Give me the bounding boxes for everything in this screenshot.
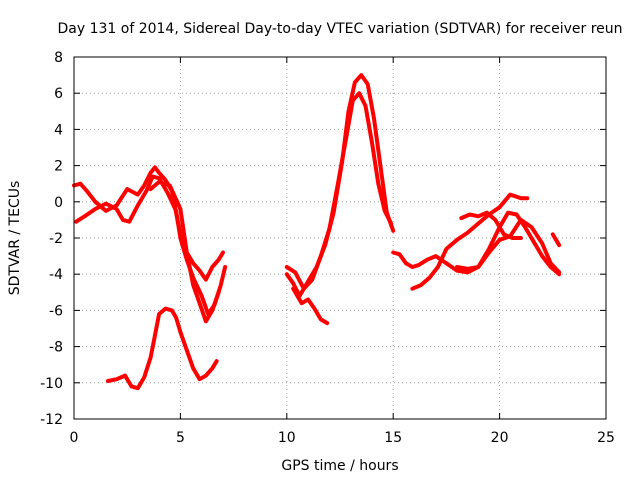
y-tick-label: -4	[49, 267, 63, 283]
x-tick-label: 15	[384, 430, 402, 446]
series-arc-1	[72, 165, 225, 282]
y-tick-label: -12	[40, 412, 63, 428]
x-tick-label: 10	[278, 430, 296, 446]
y-tick-label: 0	[54, 195, 63, 211]
y-tick-label: 6	[54, 86, 63, 102]
y-tick-label: -6	[49, 303, 63, 319]
chart-title: Day 131 of 2014, Sidereal Day-to-day VTE…	[57, 21, 622, 37]
series-arc-9	[410, 192, 530, 291]
x-tick-label: 0	[70, 430, 79, 446]
y-tick-label: 8	[54, 50, 63, 66]
y-tick-label: 2	[54, 159, 63, 175]
series-arc-4	[106, 306, 219, 391]
series-arc-6	[284, 91, 394, 291]
y-tick-label: -8	[49, 340, 63, 356]
data-series	[72, 73, 562, 391]
series-arc-3	[148, 179, 221, 324]
series-arc-12	[550, 232, 562, 248]
series-arc-11	[459, 210, 523, 240]
x-axis-label: GPS time / hours	[281, 458, 398, 474]
y-axis-label: SDTVAR / TECUs	[7, 181, 23, 296]
y-tick-label: 4	[54, 122, 63, 138]
plot-frame	[73, 56, 607, 420]
x-tick-label: 5	[176, 430, 185, 446]
grid	[74, 57, 606, 419]
series-arc-7	[291, 286, 330, 326]
x-tick-label: 25	[597, 430, 615, 446]
series-arc-8	[391, 210, 562, 277]
series-arc-2	[74, 174, 228, 316]
x-tick-label: 20	[491, 430, 509, 446]
y-tick-label: -2	[49, 231, 63, 247]
y-tick-label: -10	[40, 376, 63, 392]
